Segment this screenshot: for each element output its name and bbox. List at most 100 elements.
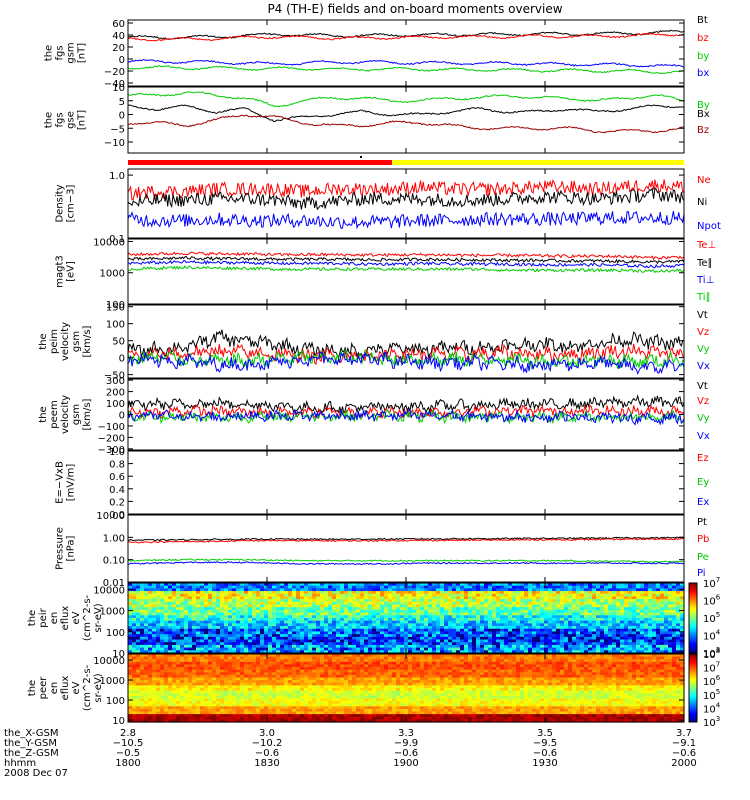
spectrogram-cell (616, 607, 621, 611)
spectrogram-cell (672, 650, 677, 654)
spectrogram-cell (452, 647, 457, 651)
spectrogram-cell (504, 618, 509, 622)
spectrogram-cell (396, 607, 401, 611)
spectrogram-cell (168, 631, 173, 635)
spectrogram-cell (224, 667, 229, 671)
spectrogram-cell (264, 647, 269, 651)
spectrogram-cell (544, 667, 549, 671)
spectrogram-cell (492, 659, 497, 663)
spectrogram-cell (568, 599, 573, 603)
spectrogram-cell (240, 628, 245, 633)
spectrogram-cell (432, 609, 437, 614)
spectrogram-cell (480, 604, 485, 608)
spectrogram-cell (248, 628, 253, 633)
colorbar-step (689, 611, 697, 614)
spectrogram-cell (488, 667, 493, 671)
spectrogram-cell (400, 607, 405, 611)
spectrogram-cell (420, 661, 425, 666)
spectrogram-cell (368, 644, 373, 649)
spectrogram-cell (560, 634, 565, 638)
spectrogram-cell (652, 654, 657, 658)
spectrogram-cell (308, 601, 313, 606)
spectrogram-cell (376, 604, 381, 608)
spectrogram-cell (476, 626, 481, 630)
spectrogram-cell (396, 650, 401, 654)
spectrogram-cell (660, 596, 665, 600)
spectrogram-cell (168, 644, 173, 649)
spectrogram-cell (132, 585, 137, 589)
spectrogram-cell (588, 647, 593, 651)
spectrogram-cell (540, 628, 545, 633)
spectrogram-cell (324, 644, 329, 649)
spectrogram-cell (392, 585, 397, 589)
spectrogram-cell (432, 583, 437, 587)
spectrogram-cell (456, 669, 461, 673)
legend-entry: Vx (697, 361, 710, 372)
spectrogram-cell (156, 596, 161, 600)
spectrogram-cell (220, 642, 225, 646)
spectrogram-cell (216, 618, 221, 622)
spectrogram-cell (496, 591, 501, 595)
spectrogram-cell (244, 634, 249, 638)
spectrogram-cell (376, 664, 381, 668)
spectrogram-cell (532, 626, 537, 630)
spectrogram-cell (440, 620, 445, 624)
series-line-4-0 (127, 329, 685, 360)
spectrogram-cell (232, 636, 237, 641)
spectrogram-cell (180, 591, 185, 595)
spectrogram-cell (188, 588, 193, 592)
spectrogram-cell (316, 664, 321, 668)
spectrogram-cell (496, 626, 501, 630)
spectrogram-cell (416, 644, 421, 649)
spectrogram-cell (244, 593, 249, 598)
spectrogram-cell (216, 642, 221, 646)
spectrogram-cell (468, 661, 473, 666)
spectrogram-cell (140, 618, 145, 622)
spectrogram-cell (408, 599, 413, 603)
spectrogram-cell (164, 591, 169, 595)
spectrogram-cell (520, 601, 525, 606)
spectrogram-cell (308, 634, 313, 638)
spectrogram-cell (596, 659, 601, 663)
spectrogram-cell (676, 631, 681, 635)
spectrogram-cell (292, 647, 297, 651)
spectrogram-cell (584, 591, 589, 595)
spectrogram-cell (220, 667, 225, 671)
spectrogram-cell (328, 656, 333, 660)
spectrogram-cell (560, 583, 565, 587)
spectrogram-cell (340, 644, 345, 649)
spectrogram-cell (164, 659, 169, 663)
spectrogram-cell (388, 659, 393, 663)
spectrogram-cell (244, 669, 249, 673)
colorbar-step (689, 598, 697, 601)
spectrogram-cell (592, 607, 597, 611)
spectrogram-cell (332, 656, 337, 660)
spectrogram-cell (468, 650, 473, 654)
spectrogram-cell (264, 615, 269, 619)
spectrogram-cell (468, 618, 473, 622)
spectrogram-cell (464, 626, 469, 630)
spectrogram-cell (284, 634, 289, 638)
spectrogram-cell (460, 585, 465, 589)
spectrogram-cell (348, 583, 353, 587)
spectrogram-cell (204, 585, 209, 589)
spectrogram-cell (284, 615, 289, 619)
spectrogram-cell (368, 667, 373, 671)
y-axis-label: the (38, 406, 49, 422)
spectrogram-cell (212, 612, 217, 616)
spectrogram-cell (552, 661, 557, 666)
spectrogram-cell (440, 607, 445, 611)
spectrogram-cell (376, 636, 381, 641)
spectrogram-cell (140, 601, 145, 606)
spectrogram-cell (464, 654, 469, 658)
spectrogram-cell (228, 642, 233, 646)
spectrogram-cell (312, 656, 317, 660)
spectrogram-cell (420, 620, 425, 624)
spectrogram-cell (344, 623, 349, 627)
spectrogram-cell (272, 659, 277, 663)
spectrogram-cell (264, 601, 269, 606)
spectrogram-cell (652, 618, 657, 622)
spectrogram-cell (344, 650, 349, 654)
spectrogram-cell (164, 583, 169, 587)
spectrogram-cell (676, 644, 681, 649)
